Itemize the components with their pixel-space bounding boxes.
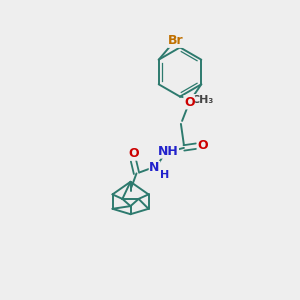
Text: CH₃: CH₃ bbox=[191, 94, 214, 105]
Text: O: O bbox=[197, 139, 208, 152]
Text: O: O bbox=[184, 96, 195, 109]
Text: H: H bbox=[160, 169, 169, 180]
Text: Br: Br bbox=[168, 34, 184, 47]
Text: N: N bbox=[149, 161, 160, 175]
Text: NH: NH bbox=[158, 145, 178, 158]
Text: O: O bbox=[128, 147, 139, 160]
